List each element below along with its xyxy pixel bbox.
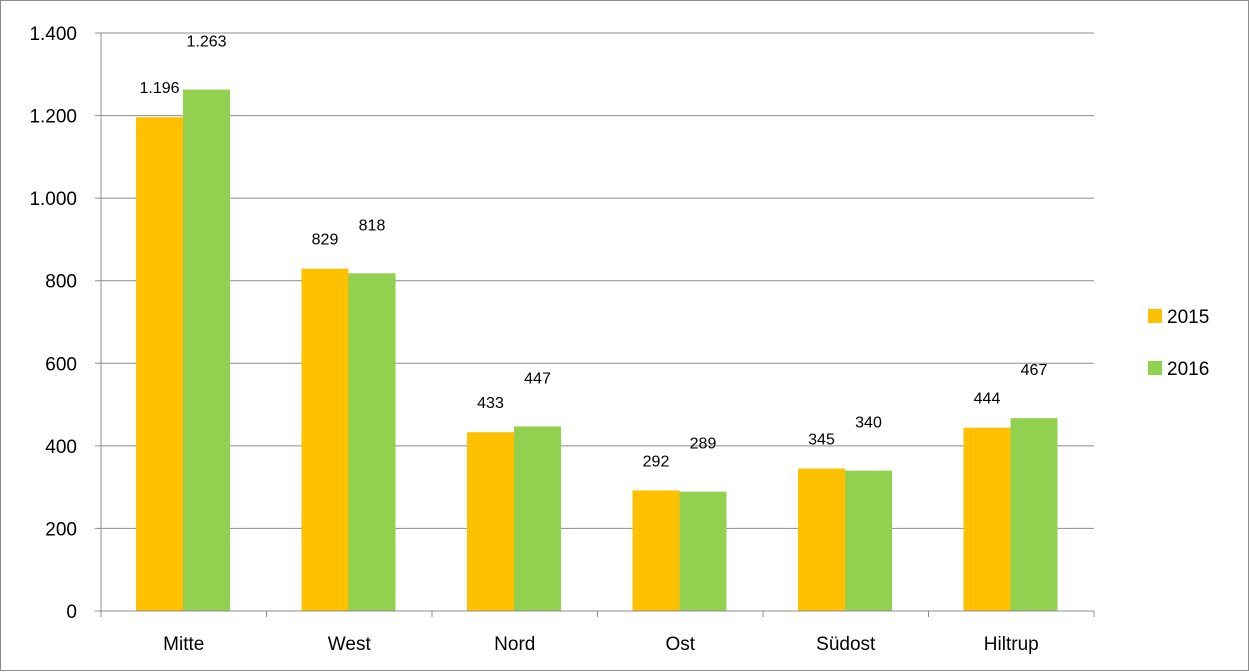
y-tick-label: 1.000 bbox=[29, 189, 77, 210]
bar-2016-nord bbox=[514, 426, 561, 611]
bar-2016-ost bbox=[679, 491, 727, 611]
bar-2015-nord bbox=[467, 432, 514, 611]
data-label: 1.196 bbox=[139, 80, 179, 97]
bar-2016-west bbox=[348, 273, 396, 611]
bar-2016-hiltrup bbox=[1010, 418, 1058, 611]
axes: 0 200 400 600 800 1.000 1.200 1.400 Mitte West Nor… bbox=[29, 24, 1095, 655]
y-tick-label: 400 bbox=[45, 437, 77, 458]
data-label: 433 bbox=[477, 395, 504, 412]
bar-2015-ost bbox=[632, 490, 680, 611]
data-label: 289 bbox=[690, 436, 717, 453]
legend: 2015 2016 bbox=[1148, 307, 1209, 380]
x-category-label: Ost bbox=[665, 634, 695, 655]
x-category-label: Mitte bbox=[163, 634, 204, 655]
data-label: 340 bbox=[855, 415, 882, 432]
y-tick-label: 1.400 bbox=[29, 24, 77, 45]
bar-2016-mitte bbox=[183, 89, 230, 612]
x-category-label: West bbox=[328, 634, 372, 655]
legend-label: 2016 bbox=[1167, 359, 1209, 380]
y-tick-label: 0 bbox=[66, 602, 77, 623]
data-label: 345 bbox=[808, 432, 835, 449]
data-label: 818 bbox=[359, 217, 386, 234]
bar-2015-hiltrup bbox=[963, 427, 1011, 611]
y-tick-label: 800 bbox=[45, 272, 77, 293]
bar-2016-südost bbox=[845, 470, 892, 611]
legend-label: 2015 bbox=[1167, 307, 1209, 328]
y-tick-label: 600 bbox=[45, 354, 77, 375]
data-label: 447 bbox=[524, 370, 551, 387]
gridlines bbox=[101, 32, 1094, 529]
data-label: 829 bbox=[312, 232, 339, 249]
data-labels: 1.196 1.263 829 818 433 447 292 289 345 340 444 467 bbox=[139, 34, 1047, 471]
legend-swatch bbox=[1148, 361, 1162, 375]
y-tick-label: 200 bbox=[45, 519, 77, 540]
data-label: 467 bbox=[1021, 362, 1048, 379]
bar-2015-südost bbox=[798, 468, 845, 611]
data-label: 292 bbox=[643, 453, 670, 470]
data-label: 444 bbox=[974, 391, 1001, 408]
bars bbox=[136, 89, 1058, 612]
bar-2015-mitte bbox=[136, 117, 183, 612]
x-category-label: Nord bbox=[494, 634, 535, 655]
bar-2015-west bbox=[301, 268, 349, 611]
x-category-label: Südost bbox=[816, 634, 876, 655]
data-label: 1.263 bbox=[186, 34, 226, 51]
y-tick-label: 1.200 bbox=[29, 107, 77, 128]
legend-swatch bbox=[1148, 309, 1162, 323]
x-category-label: Hiltrup bbox=[984, 634, 1039, 655]
